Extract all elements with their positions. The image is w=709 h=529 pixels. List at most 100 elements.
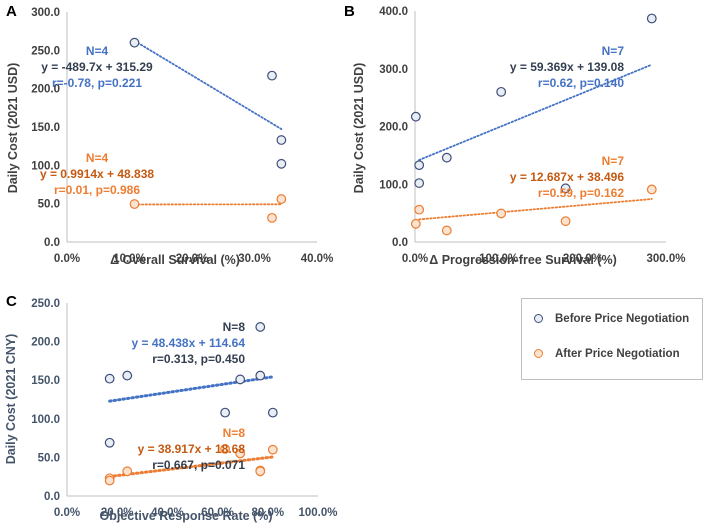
panel-c-point-after: [220, 444, 231, 454]
panel-b-y-tick-label: 100.0: [379, 179, 408, 191]
panel-a-y-tick-labels: 0.0 50.0 100.0 150.0 200.0 250.0 300.0: [31, 7, 60, 249]
panel-b-after-stats: r=0.59, p=0.162: [538, 186, 624, 200]
panel-a-trendlines: [133, 39, 283, 206]
panel-a-x-tick-label: 30.0%: [238, 253, 271, 265]
panel-c-point-after: [104, 475, 115, 486]
panel-c-point-after: [255, 466, 266, 477]
panel-b-point-before: [410, 111, 421, 122]
panel-a-y-tick-label: 100.0: [31, 160, 60, 172]
panel-c-before-stats: r=0.313, p=0.450: [152, 352, 245, 366]
panel-a-y-axis-label: Daily Cost (2021 USD): [6, 63, 20, 194]
panel-a-y-tick-label: 0.0: [44, 237, 60, 249]
panel-a-point-before: [129, 37, 140, 48]
panel-b-before-equation: y = 59.369x + 139.08: [510, 60, 624, 74]
panel-b-point-after: [496, 208, 507, 219]
panel-a-x-tick-labels: 0.0% 10.0% 20.0% 30.0% 40.0%: [54, 253, 333, 265]
panel-c-point-after: [122, 466, 133, 477]
panel-c-trendline-after: [108, 455, 275, 478]
legend: Before Price Negotiation After Price Neg…: [521, 298, 703, 380]
panel-a-points: [129, 37, 287, 223]
panel-b-point-after: [441, 225, 452, 236]
panel-c-before-annotation: N=8 y = 48.438x + 114.64 r=0.313, p=0.45…: [132, 320, 246, 366]
legend-item-after: After Price Negotiation: [522, 344, 702, 364]
panel-c-chart: 0.0 50.0 100.0 150.0 200.0 250.0 0.0% 20.0% 40.…: [4, 298, 338, 523]
panel-a-before-annotation: N=4 y = -489.7x + 315.29 r=-0.78, p=0.22…: [41, 44, 153, 90]
panel-a-x-axis-label: Δ Overall Survival (%): [110, 253, 240, 267]
panel-b-x-tick-label: 100.0%: [479, 253, 518, 265]
panel-a-y-tick-label: 250.0: [31, 45, 60, 57]
panel-c-point-before: [255, 322, 266, 332]
panel-b-y-tick-label: 200.0: [379, 122, 408, 134]
panel-c-before-equation: y = 48.438x + 114.64: [132, 336, 246, 350]
panel-b-point-before: [414, 160, 425, 171]
panel-c-points: [104, 322, 278, 486]
panel-b-point-before: [496, 86, 507, 97]
panel-b-x-tick-label: 0.0%: [402, 253, 428, 265]
panel-a-x-tick-label: 0.0%: [54, 253, 80, 265]
panel-c-x-tick-label: 100.0%: [298, 507, 337, 519]
panel-c-point-before: [235, 374, 246, 385]
panel-b-trendline-before: [418, 63, 653, 161]
panel-c-y-tick-label: 0.0: [44, 491, 60, 503]
panel-a-chart: 0.0 50.0 100.0 150.0 200.0 250.0 300.0 0.0% 10.…: [6, 7, 333, 267]
panel-a-after-stats: r=0.01, p=0.986: [54, 183, 140, 197]
panel-b-point-before: [646, 13, 657, 24]
legend-item-before: Before Price Negotiation: [522, 309, 702, 329]
panel-a-after-n: N=4: [86, 151, 109, 165]
panel-c-trendline-before: [108, 375, 275, 403]
panel-a-y-tick-label: 300.0: [31, 7, 60, 19]
panel-b-point-after: [560, 216, 571, 227]
panel-a-x-tick-label: 10.0%: [113, 253, 146, 265]
panel-b-y-tick-label: 0.0: [392, 237, 408, 249]
panel-b-x-tick-label: 200.0%: [563, 253, 602, 265]
panel-a-y-tick-label: 200.0: [31, 84, 60, 96]
panel-c-point-before: [122, 370, 133, 381]
panel-a-x-tick-label: 20.0%: [176, 253, 209, 265]
panel-c-x-axis-label: Objective Response Rate (%): [100, 509, 273, 523]
panel-a-point-after: [129, 199, 140, 209]
panel-b-x-tick-label: 300.0%: [646, 253, 685, 265]
panel-a-x-tick-label: 40.0%: [301, 253, 334, 265]
panel-c-after-stats: r=0.667, p=0.071: [152, 458, 245, 472]
panel-b-before-stats: r=0.62, p=0.140: [538, 76, 624, 90]
panel-c-y-tick-label: 250.0: [31, 298, 60, 310]
panel-c-point-before: [255, 370, 266, 381]
panel-c-point-after: [235, 448, 246, 459]
panel-b-after-n: N=7: [602, 154, 625, 168]
panel-c-y-tick-label: 100.0: [31, 414, 60, 426]
panel-a-after-annotation: N=4 y = 0.9914x + 48.838 r=0.01, p=0.986: [40, 151, 154, 197]
panel-a-before-stats: r=-0.78, p=0.221: [52, 76, 142, 90]
panel-a-trendline-before: [133, 39, 283, 130]
panel-a-after-equation: y = 0.9914x + 48.838: [40, 167, 154, 181]
legend-before-label: Before Price Negotiation: [555, 313, 690, 325]
panel-c-y-axis-label: Daily Cost (2021 CNY): [4, 334, 18, 465]
panel-c-point-after: [267, 444, 278, 455]
panel-b-x-tick-labels: 0.0% 100.0% 200.0% 300.0%: [402, 253, 686, 265]
panel-c-point-before: [267, 407, 278, 418]
panel-b-trendline-after: [418, 198, 653, 221]
legend-after-label: After Price Negotiation: [555, 348, 680, 360]
panel-b-point-before: [441, 152, 452, 163]
panel-c-after-n: N=8: [223, 426, 246, 440]
panel-c-x-tick-label: 0.0%: [54, 507, 80, 519]
panel-letter-a: A: [6, 3, 17, 20]
panel-c-y-tick-label: 50.0: [38, 452, 60, 464]
panel-a-point-before: [267, 70, 277, 81]
panel-c-x-tick-label: 80.0%: [251, 507, 284, 519]
panel-c-x-tick-label: 20.0%: [101, 507, 134, 519]
panel-b-y-axis-label: Daily Cost (2021 USD): [352, 63, 366, 194]
panel-b-point-after: [410, 218, 421, 229]
panel-c-trendlines: [108, 375, 275, 478]
panel-c-y-tick-label: 150.0: [31, 375, 60, 387]
panel-b-trendlines: [418, 63, 653, 221]
panel-a-y-tick-label: 50.0: [38, 199, 60, 211]
panel-b-points: [410, 13, 657, 236]
panel-a-point-after: [276, 194, 287, 204]
panel-b-point-before: [414, 178, 425, 188]
panel-b-x-axis-label: Δ Progression-free Survival (%): [429, 253, 617, 267]
panel-a-before-n: N=4: [86, 44, 109, 58]
panel-b-chart: 0.0 100.0 200.0 300.0 400.0 0.0% 100.0% 200.0%…: [352, 6, 686, 267]
panel-c-after-equation: y = 38.917x + 18.68: [138, 442, 246, 456]
panel-c-before-n: N=8: [223, 320, 246, 334]
